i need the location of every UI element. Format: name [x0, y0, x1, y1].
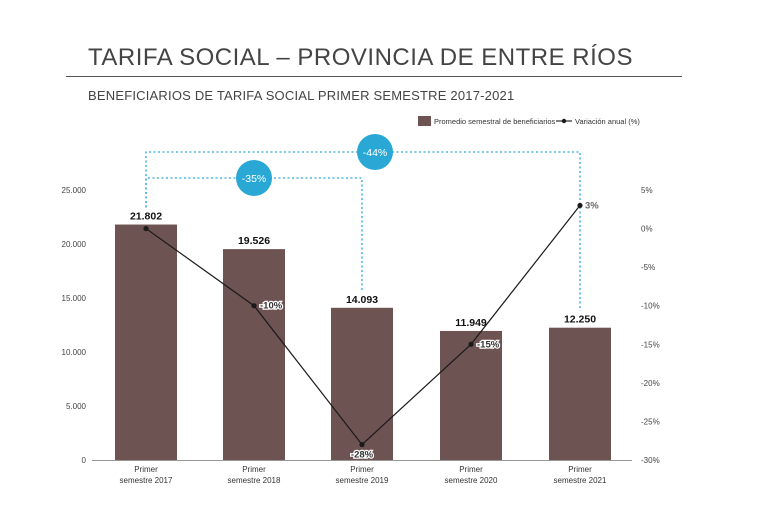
line-point-label: -15% [477, 339, 500, 350]
annotation-bracket [145, 151, 581, 311]
annotation-callout-circle [236, 160, 272, 196]
x-tick-label: Primer [568, 465, 592, 474]
chart-subtitle: BENEFICIARIOS DE TARIFA SOCIAL PRIMER SE… [88, 88, 515, 103]
bar-value-label: 12.250 [564, 314, 596, 326]
bar [549, 327, 611, 460]
bar [223, 249, 285, 460]
line-point-label: 3% [585, 200, 599, 211]
annotation-callout-label: -44% [363, 147, 388, 159]
annotation-callout-label: -35% [242, 173, 267, 185]
line-point-label: -10% [260, 301, 283, 312]
y-left-tick-label: 5.000 [66, 402, 87, 411]
bar [115, 224, 177, 460]
legend-swatch-marker [561, 118, 567, 124]
line-point [251, 303, 257, 309]
y-left-tick-label: 20.000 [62, 240, 87, 249]
x-tick-label: Primer [242, 465, 266, 474]
bar-value-label: 19.526 [238, 235, 270, 247]
x-tick-label: semestre 2018 [228, 476, 281, 485]
y-right-tick-label: -15% [641, 340, 660, 349]
legend-label: Promedio semestral de beneficiarios [434, 117, 556, 126]
x-tick-label: Primer [134, 465, 158, 474]
legend-swatch-bar [418, 116, 431, 126]
x-tick-label: semestre 2017 [120, 476, 173, 485]
y-right-tick-label: -30% [641, 456, 660, 465]
line-point [468, 341, 474, 347]
bar-value-label: 11.949 [455, 317, 487, 329]
x-tick-label: semestre 2021 [554, 476, 607, 485]
title-divider [66, 76, 682, 77]
y-right-tick-label: -20% [641, 379, 660, 388]
y-left-tick-label: 10.000 [62, 348, 87, 357]
bar [440, 330, 502, 460]
y-right-tick-label: 0% [641, 225, 653, 234]
y-right-tick-label: 5% [641, 186, 653, 195]
annotation-callout-circle [357, 134, 393, 170]
x-tick-label: semestre 2020 [445, 476, 498, 485]
y-left-tick-label: 15.000 [62, 294, 87, 303]
y-left-tick-label: 25.000 [62, 186, 87, 195]
bar [331, 307, 393, 460]
bar-value-label: 14.093 [346, 294, 378, 306]
x-tick-label: Primer [459, 465, 483, 474]
y-left-tick-label: 0 [82, 456, 87, 465]
y-right-tick-label: -25% [641, 417, 660, 426]
line-point-label: -28% [351, 450, 374, 461]
x-tick-label: Primer [350, 465, 374, 474]
x-tick-label: semestre 2019 [336, 476, 389, 485]
y-right-tick-label: -5% [641, 263, 655, 272]
line-point [577, 202, 583, 209]
legend-label: Variación anual (%) [575, 117, 640, 126]
bar-value-label: 21.802 [130, 211, 162, 223]
line-point [359, 441, 365, 448]
chart-title: TARIFA SOCIAL – PROVINCIA DE ENTRE RÍOS [88, 44, 633, 71]
line-point [143, 225, 149, 232]
y-right-tick-label: -10% [641, 302, 660, 311]
